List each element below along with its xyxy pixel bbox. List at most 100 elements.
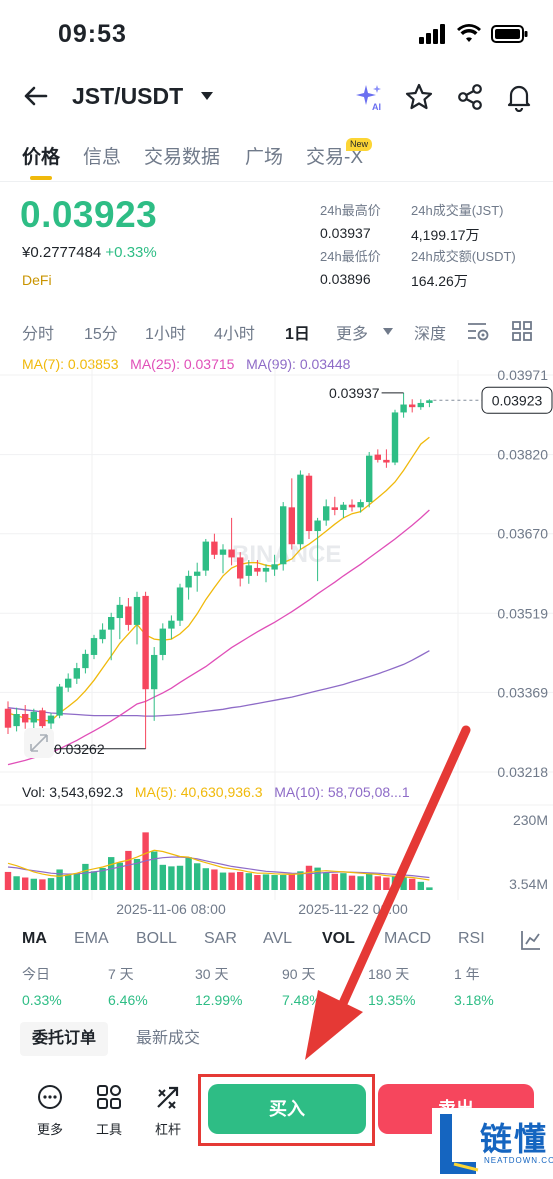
leverage-button[interactable]: 杠杆 — [148, 1084, 188, 1138]
candle-body — [185, 575, 192, 588]
tab-price[interactable]: 价格 — [22, 147, 61, 168]
candle-body — [400, 404, 407, 413]
ma7-line — [7, 436, 430, 722]
price-tick-label: 0.03820 — [497, 447, 548, 463]
interval-1d[interactable]: 1日 — [285, 326, 310, 343]
current-price-box — [481, 386, 553, 414]
tab-trading-data[interactable]: 交易数据 — [144, 147, 221, 168]
last-price: 0.03923 — [20, 194, 158, 235]
price-tick-label: 0.03971 — [497, 367, 548, 383]
candle-body — [30, 711, 37, 723]
volume-bar — [202, 868, 209, 890]
candle-body — [142, 595, 149, 690]
leverage-icon — [157, 1086, 179, 1109]
volume-bar — [374, 876, 381, 890]
interval-selector: 分时 15分 1小时 4小时 1日 更多 深度 — [0, 318, 553, 346]
period-value: 6.46% — [108, 992, 148, 1008]
interval-4h[interactable]: 4小时 — [214, 326, 255, 343]
candle-body — [99, 629, 106, 640]
back-arrow-icon[interactable] — [20, 80, 52, 112]
volume-bar — [417, 881, 424, 890]
interval-depth[interactable]: 深度 — [414, 326, 447, 343]
period-performance: 今日 0.33% 7 天 6.46% 30 天 12.99% 90 天 7.48… — [0, 964, 553, 1014]
candle-body — [176, 587, 184, 621]
candle-body — [271, 564, 278, 570]
volume-bar — [340, 873, 347, 890]
pair-title[interactable]: JST/USDT — [72, 83, 184, 109]
candle-body — [391, 412, 399, 463]
volume-bar — [39, 879, 46, 890]
indicator-settings-icon[interactable] — [520, 929, 542, 951]
tab-info[interactable]: 信息 — [83, 147, 122, 168]
current-price-label: 0.03923 — [492, 392, 543, 408]
chart-grid — [0, 360, 553, 900]
interval-line[interactable]: 分时 — [22, 326, 55, 343]
volume-bar — [219, 872, 227, 890]
indicator-macd[interactable]: MACD — [384, 930, 432, 947]
stat-value: 4,199.17万 — [411, 227, 480, 243]
candle-body — [4, 708, 12, 728]
more-button[interactable]: 更多 — [30, 1084, 70, 1138]
candle-body — [219, 549, 227, 555]
interval-more[interactable]: 更多 — [336, 326, 369, 343]
indicator-rsi[interactable]: RSI — [458, 930, 485, 947]
indicator-ema[interactable]: EMA — [74, 930, 109, 947]
star-icon[interactable] — [404, 82, 434, 112]
candle-body — [366, 455, 373, 503]
volume-bar — [366, 873, 373, 890]
interval-1h[interactable]: 1小时 — [145, 326, 186, 343]
ai-sparkle-icon[interactable]: AI — [354, 82, 384, 112]
tab-open-orders[interactable]: 委托订单 — [20, 1022, 109, 1056]
category-tag[interactable]: DeFi — [22, 272, 52, 288]
stat-value: 0.03937 — [320, 225, 371, 241]
indicator-vol[interactable]: VOL — [322, 930, 355, 947]
kline-chart[interactable]: BINANCE 0.039710.038200.036700.035190.03… — [0, 350, 553, 920]
candle-body — [331, 507, 338, 510]
expand-icon — [24, 728, 54, 758]
stat-label: 24h最低价 — [320, 249, 381, 264]
time-axis: 2025-11-06 08:00 2025-11-22 08:00 — [116, 901, 408, 917]
more-caret-icon[interactable] — [382, 327, 394, 337]
indicator-ma[interactable]: MA — [22, 930, 47, 947]
volume-bar — [331, 873, 338, 890]
candle-body — [374, 454, 381, 460]
tab-square[interactable]: 广场 — [245, 147, 284, 168]
tools-button[interactable]: 工具 — [89, 1084, 129, 1138]
interval-15m[interactable]: 15分 — [84, 326, 118, 343]
layout-grid-icon[interactable] — [511, 320, 533, 342]
price-axis: 0.03971 0.03820 0.03670 0.03519 0.03369 0.032… — [497, 367, 548, 780]
stat-24h-vol-quote: 24h成交额(USDT) 164.26万 — [411, 246, 516, 291]
indicator-sar[interactable]: SAR — [204, 930, 237, 947]
volume-bar — [383, 877, 390, 890]
candle-body — [125, 606, 132, 625]
volume-bar — [82, 863, 89, 890]
tab-trade-x[interactable]: 交易-X — [306, 147, 364, 168]
nav-header: JST/USDT AI — [0, 70, 553, 124]
tab-latest-trades[interactable]: 最新成交 — [136, 1030, 201, 1047]
indicator-avl[interactable]: AVL — [263, 930, 293, 947]
neatdown-watermark — [432, 1108, 553, 1179]
volume-bar — [151, 851, 158, 890]
ma7-polyline — [7, 436, 430, 722]
volume-bar — [194, 863, 201, 890]
candle-body — [323, 506, 330, 521]
ma25-line — [7, 509, 430, 766]
candle-body — [116, 604, 123, 619]
chart-settings-icon[interactable] — [466, 320, 490, 342]
caret-down-icon[interactable] — [200, 90, 214, 102]
indicator-selector: MA EMA BOLL SAR AVL VOL MACD RSI — [0, 928, 553, 954]
order-tabs: 委托订单 最新成交 — [0, 1022, 553, 1056]
candle-body — [262, 567, 270, 572]
bell-icon[interactable] — [504, 82, 534, 112]
period-label: 90 天 — [282, 966, 316, 982]
indicator-boll[interactable]: BOLL — [136, 930, 177, 947]
volume-bar — [4, 871, 12, 890]
period-value: 7.48% — [282, 992, 322, 1008]
buy-button[interactable]: 买入 — [208, 1084, 366, 1134]
period-value: 0.33% — [22, 992, 62, 1008]
period-label: 30 天 — [195, 966, 229, 982]
candle-body — [254, 567, 261, 572]
volume-bar — [168, 866, 175, 890]
volume-bar — [125, 850, 132, 890]
share-icon[interactable] — [455, 82, 485, 112]
